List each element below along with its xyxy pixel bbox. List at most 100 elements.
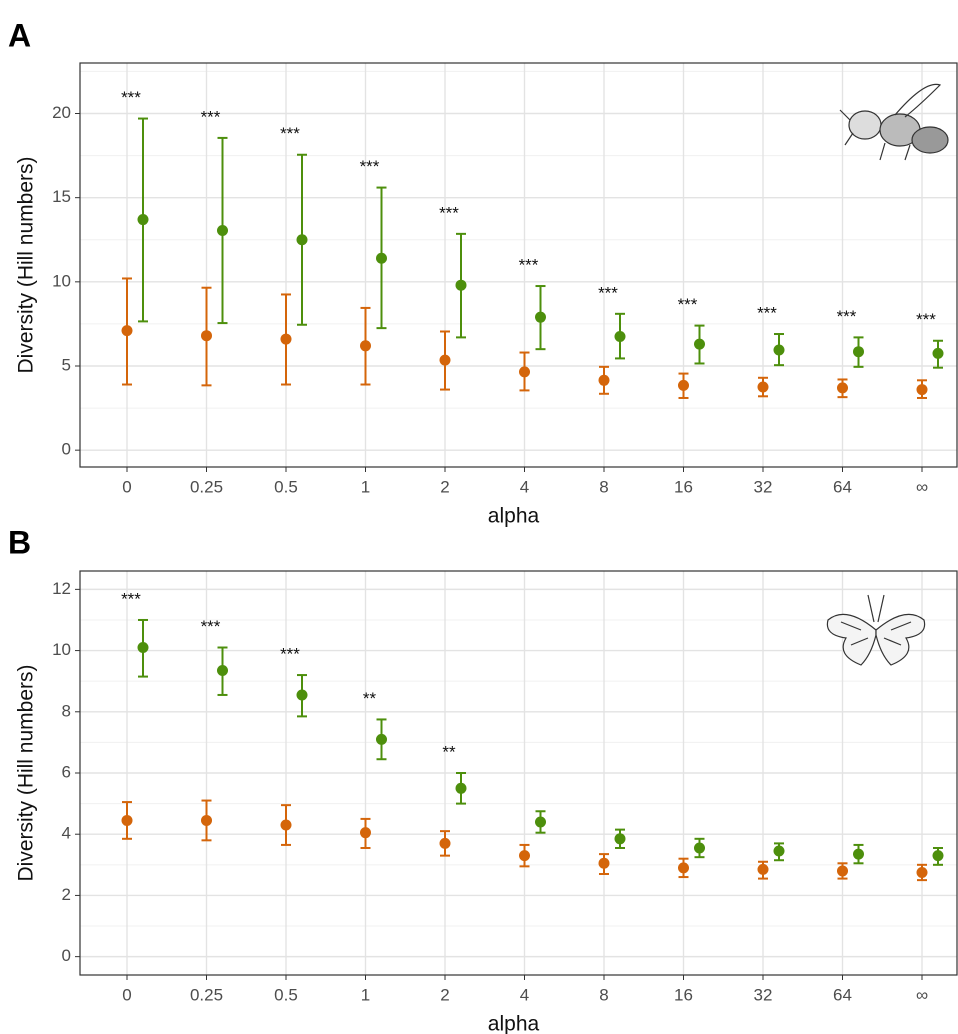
point: [137, 642, 149, 654]
significance-annotation: ***: [360, 157, 380, 176]
x-axis-title: alpha: [488, 1013, 540, 1034]
x-tick-label: 4: [520, 477, 529, 496]
bee-illustration: [839, 83, 949, 161]
point: [439, 354, 451, 366]
significance-annotation: ***: [837, 307, 857, 326]
y-tick-label: 10: [52, 640, 71, 659]
point: [773, 845, 785, 857]
point: [614, 833, 626, 845]
point: [280, 333, 292, 345]
x-tick-label: 1: [361, 477, 370, 496]
point: [217, 664, 228, 676]
plot-border: [79, 570, 958, 976]
significance-annotation: ***: [121, 589, 141, 608]
point: [598, 857, 610, 869]
point: [455, 782, 467, 794]
y-tick-label: 15: [52, 187, 71, 206]
x-tick-label: 16: [674, 477, 693, 496]
significance-annotation: ***: [757, 304, 777, 323]
significance-annotation: ***: [916, 310, 936, 329]
point: [837, 865, 848, 877]
y-tick-label: 0: [62, 440, 71, 459]
point: [137, 214, 149, 226]
x-tick-label: 4: [520, 985, 529, 1004]
y-tick-label: 8: [62, 701, 71, 720]
x-tick-label: 0.5: [274, 477, 298, 496]
y-tick-label: 2: [62, 885, 71, 904]
point: [121, 814, 133, 826]
point: [296, 234, 308, 246]
x-tick-label: ∞: [916, 477, 928, 496]
y-tick-label: 12: [52, 579, 71, 598]
point: [201, 330, 212, 342]
point: [837, 382, 848, 394]
point: [439, 837, 451, 849]
y-axis-title: Diversity (Hill numbers): [15, 156, 38, 373]
y-tick-label: 4: [62, 824, 71, 843]
x-tick-label: 64: [833, 477, 852, 496]
x-tick-label: 0.25: [190, 477, 223, 496]
x-tick-label: 0.25: [190, 985, 223, 1004]
point: [376, 252, 387, 264]
point: [121, 325, 133, 337]
x-tick-label: ∞: [916, 985, 928, 1004]
x-tick-label: 32: [754, 477, 773, 496]
x-tick-label: 0.5: [274, 985, 298, 1004]
point: [916, 384, 928, 396]
point: [217, 224, 228, 236]
y-tick-label: 10: [52, 271, 71, 290]
significance-annotation: ***: [598, 283, 618, 302]
plot-background: [80, 63, 957, 467]
panel-label: A: [8, 17, 31, 53]
x-tick-label: 1: [361, 985, 370, 1004]
y-tick-label: 20: [52, 103, 71, 122]
point: [678, 862, 689, 874]
point: [519, 366, 530, 378]
point: [360, 340, 371, 352]
significance-annotation: ***: [280, 124, 300, 143]
point: [296, 689, 308, 701]
point: [853, 346, 864, 358]
significance-annotation: ***: [678, 295, 698, 314]
y-tick-label: 5: [62, 355, 71, 374]
point: [694, 842, 705, 854]
x-tick-label: 0: [122, 985, 131, 1004]
x-tick-label: 0: [122, 477, 131, 496]
point: [360, 827, 371, 839]
point: [932, 347, 944, 359]
point: [455, 279, 467, 291]
point: [916, 866, 928, 878]
point: [932, 850, 944, 862]
point: [853, 848, 864, 860]
y-axis-title: Diversity (Hill numbers): [15, 664, 38, 881]
x-tick-label: 32: [754, 985, 773, 1004]
x-tick-label: 2: [440, 477, 449, 496]
significance-annotation: **: [442, 742, 456, 761]
point: [773, 344, 785, 356]
point: [376, 733, 387, 745]
point: [535, 311, 546, 323]
y-tick-label: 6: [62, 762, 71, 781]
significance-annotation: ***: [439, 203, 459, 222]
plot-border: [79, 62, 958, 468]
point: [535, 816, 546, 828]
x-tick-label: 8: [599, 477, 608, 496]
point: [757, 863, 769, 875]
significance-annotation: ***: [121, 88, 141, 107]
point: [614, 331, 626, 343]
significance-annotation: **: [363, 689, 377, 708]
x-tick-label: 16: [674, 985, 693, 1004]
panel: 0 5 10 15 20 0 0.25 0.5 1 2 4 8 16 32 64 ∞ *** *** *** *** *…: [8, 17, 958, 528]
y-tick-label: 0: [62, 946, 71, 965]
significance-annotation: ***: [201, 107, 221, 126]
x-axis-title: alpha: [488, 505, 540, 528]
panel-label: B: [8, 524, 31, 560]
x-tick-label: 8: [599, 985, 608, 1004]
point: [519, 850, 530, 862]
point: [201, 814, 212, 826]
x-tick-label: 64: [833, 985, 852, 1004]
significance-annotation: ***: [280, 645, 300, 664]
point: [598, 374, 610, 386]
